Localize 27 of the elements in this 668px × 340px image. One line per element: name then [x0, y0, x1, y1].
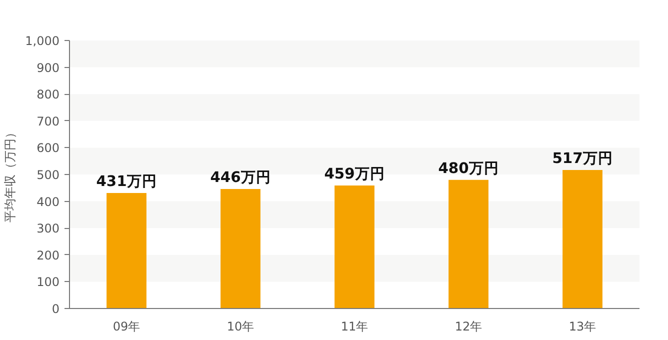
y-tick-label: 800: [36, 88, 60, 102]
bar: [106, 192, 146, 308]
x-tick-label: 11年: [340, 320, 368, 334]
data-label: 446万円: [210, 168, 271, 186]
y-tick-label: 500: [36, 168, 60, 182]
bar: [562, 170, 602, 308]
bar: [220, 188, 260, 308]
data-label: 431万円: [96, 172, 157, 190]
y-tick-label: 1,000: [25, 34, 60, 48]
x-tick-label: 13年: [568, 320, 596, 334]
y-tick-label: 0: [52, 302, 60, 316]
y-tick-label: 100: [36, 275, 60, 290]
data-label: 480万円: [438, 160, 499, 177]
y-axis-title: 平均年収（万円）: [3, 126, 18, 222]
data-label: 517万円: [552, 150, 613, 167]
y-tick-label: 400: [36, 194, 60, 209]
x-tick-label: 12年: [454, 320, 482, 334]
y-tick-label: 700: [36, 114, 60, 128]
data-label: 459万円: [324, 165, 385, 182]
x-tick-label: 09年: [112, 320, 140, 334]
y-tick-label: 300: [36, 222, 60, 236]
y-tick-label: 200: [36, 248, 60, 262]
bar: [334, 185, 374, 308]
x-tick-label: 10年: [226, 320, 254, 334]
y-tick-label: 600: [36, 141, 60, 156]
bar: [448, 180, 488, 308]
y-tick-label: 900: [36, 60, 60, 75]
